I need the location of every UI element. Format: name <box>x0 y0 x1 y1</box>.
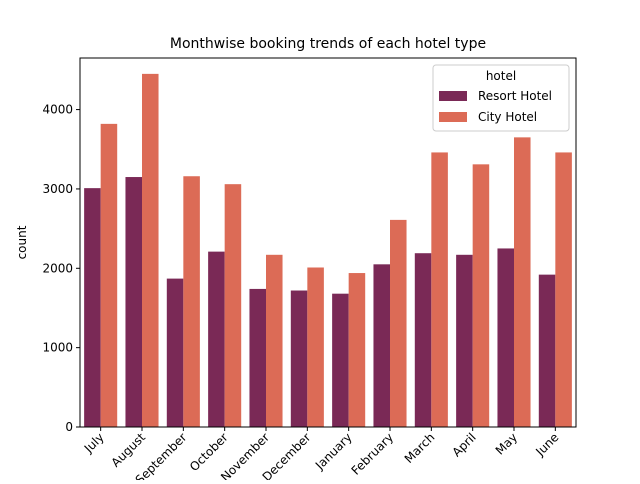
bar-resort-hotel-december <box>290 290 308 427</box>
y-axis-ticks: 0 1000 2000 3000 4000 <box>42 103 80 434</box>
bars <box>84 73 572 428</box>
legend-title: hotel <box>486 69 516 83</box>
legend-swatch-resort-hotel <box>439 91 467 101</box>
legend-label-resort-hotel: Resort Hotel <box>478 89 552 103</box>
bar-resort-hotel-april <box>456 254 473 427</box>
bar-resort-hotel-july <box>84 188 101 427</box>
bar-resort-hotel-february <box>373 264 390 427</box>
bar-city-hotel-april <box>472 164 490 427</box>
bar-resort-hotel-may <box>497 248 514 427</box>
x-tick-label-august: August <box>109 430 149 470</box>
plot-frame <box>79 57 577 428</box>
bar-city-hotel-december <box>307 267 324 427</box>
bar-resort-hotel-october <box>208 251 225 427</box>
x-tick-label-march: March <box>402 430 438 466</box>
bar-city-hotel-march <box>431 152 448 427</box>
bar-resort-hotel-june <box>538 274 556 427</box>
bar-city-hotel-june <box>555 152 572 427</box>
bar-resort-hotel-march <box>414 253 432 427</box>
x-axis-ticks: July AugustSeptemberOctoberNovemberDecemb… <box>81 427 561 484</box>
y-axis-label: count <box>15 225 29 259</box>
x-tick-label-june: June <box>532 430 561 459</box>
chart-title: Monthwise booking trends of each hotel t… <box>170 36 486 52</box>
bar-city-hotel-january <box>348 273 366 427</box>
bar-city-hotel-october <box>224 184 242 427</box>
legend-swatch-city-hotel <box>439 112 467 122</box>
bar-resort-hotel-january <box>332 293 349 427</box>
bar-city-hotel-may <box>514 137 531 427</box>
bar-city-hotel-august <box>142 73 159 427</box>
bar-resort-hotel-august <box>125 177 142 427</box>
x-tick-label-february: February <box>349 430 397 478</box>
x-tick-label-january: January <box>312 430 355 473</box>
bar-city-hotel-february <box>390 219 407 427</box>
y-tick-label: 1000 <box>42 341 73 355</box>
bar-city-hotel-november <box>266 254 283 427</box>
x-tick-label-july: July <box>81 430 107 456</box>
bar-resort-hotel-november <box>249 288 266 427</box>
bar-city-hotel-july <box>100 123 118 428</box>
legend-label-city-hotel: City Hotel <box>478 110 537 124</box>
bar-resort-hotel-september <box>166 278 184 427</box>
bar-city-hotel-september <box>183 176 200 427</box>
y-tick-label: 4000 <box>42 103 73 117</box>
x-tick-label-may: May <box>493 430 520 457</box>
y-tick-label: 3000 <box>42 182 73 196</box>
legend: hotel Resort Hotel City Hotel <box>432 64 570 132</box>
x-tick-label-april: April <box>449 430 478 459</box>
y-tick-label: 0 <box>65 420 73 434</box>
y-tick-label: 2000 <box>42 261 73 275</box>
